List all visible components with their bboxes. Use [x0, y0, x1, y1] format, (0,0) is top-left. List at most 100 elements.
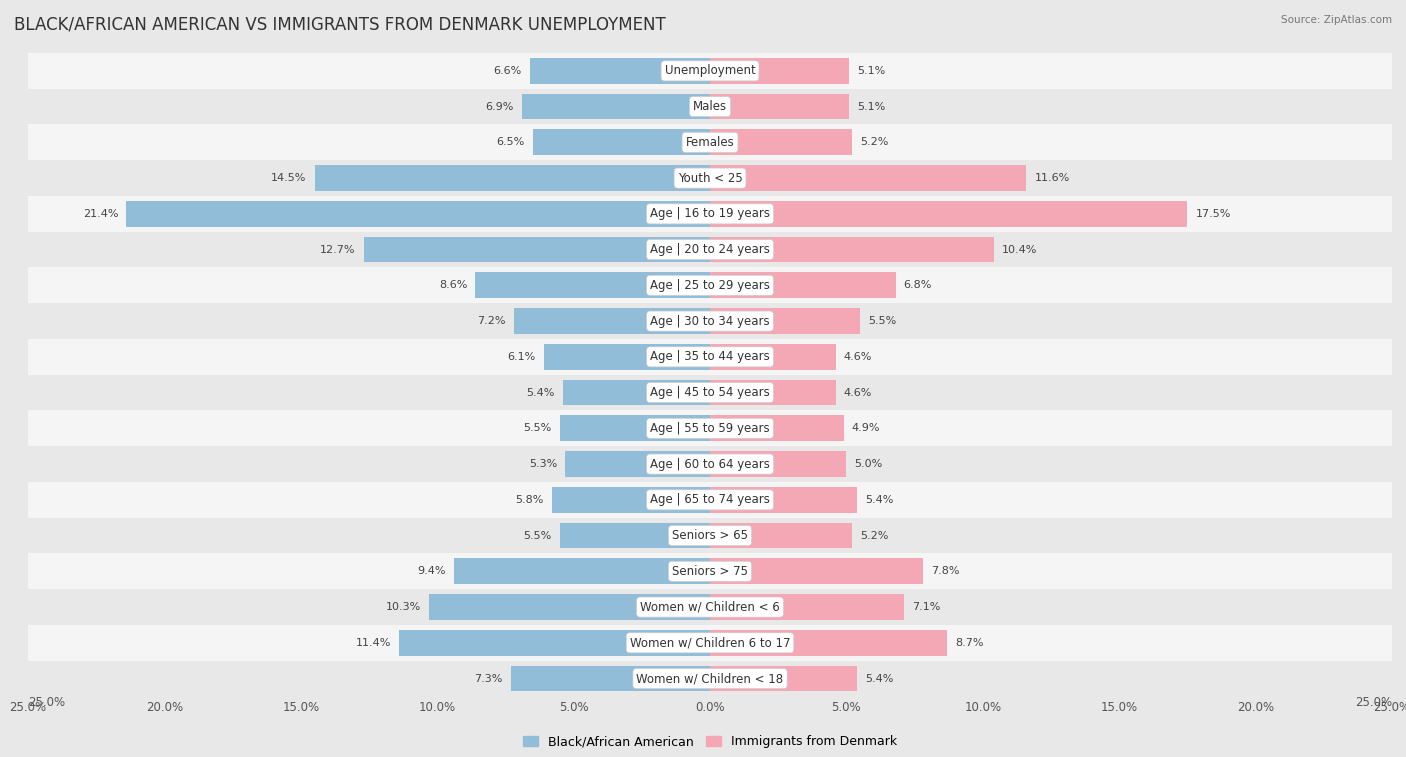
Bar: [28, 518, 1392, 553]
Text: 5.5%: 5.5%: [869, 316, 897, 326]
Bar: [28, 232, 1392, 267]
Bar: [560, 523, 710, 548]
Bar: [710, 344, 835, 369]
Text: 5.2%: 5.2%: [860, 531, 889, 540]
Text: 7.8%: 7.8%: [931, 566, 959, 576]
Text: BLACK/AFRICAN AMERICAN VS IMMIGRANTS FROM DENMARK UNEMPLOYMENT: BLACK/AFRICAN AMERICAN VS IMMIGRANTS FRO…: [14, 15, 666, 33]
Text: 5.5%: 5.5%: [523, 423, 551, 433]
Text: 7.3%: 7.3%: [474, 674, 503, 684]
Text: 25.0%: 25.0%: [28, 696, 65, 709]
Text: 6.1%: 6.1%: [508, 352, 536, 362]
Text: 4.6%: 4.6%: [844, 388, 872, 397]
Text: Age | 60 to 64 years: Age | 60 to 64 years: [650, 457, 770, 471]
Bar: [710, 416, 844, 441]
Bar: [710, 308, 860, 334]
Bar: [530, 58, 710, 84]
Bar: [710, 129, 852, 155]
Bar: [429, 594, 710, 620]
Bar: [28, 89, 1392, 124]
Bar: [710, 665, 858, 691]
Bar: [710, 559, 922, 584]
Text: 4.9%: 4.9%: [852, 423, 880, 433]
Text: Age | 16 to 19 years: Age | 16 to 19 years: [650, 207, 770, 220]
Text: 12.7%: 12.7%: [321, 245, 356, 254]
Bar: [710, 273, 896, 298]
Bar: [28, 124, 1392, 160]
Bar: [127, 201, 710, 227]
Bar: [710, 594, 904, 620]
Bar: [565, 451, 710, 477]
Text: 5.5%: 5.5%: [523, 531, 551, 540]
Bar: [710, 630, 948, 656]
Text: Females: Females: [686, 136, 734, 149]
Text: Age | 25 to 29 years: Age | 25 to 29 years: [650, 279, 770, 292]
Bar: [364, 237, 710, 263]
Bar: [710, 58, 849, 84]
Bar: [510, 665, 710, 691]
Text: Women w/ Children < 6: Women w/ Children < 6: [640, 600, 780, 614]
Text: 5.2%: 5.2%: [860, 137, 889, 148]
Text: 4.6%: 4.6%: [844, 352, 872, 362]
Text: Women w/ Children < 18: Women w/ Children < 18: [637, 672, 783, 685]
Bar: [544, 344, 710, 369]
Bar: [28, 304, 1392, 339]
Bar: [513, 308, 710, 334]
Bar: [28, 482, 1392, 518]
Bar: [28, 375, 1392, 410]
Text: 5.8%: 5.8%: [515, 495, 544, 505]
Text: 11.4%: 11.4%: [356, 638, 391, 648]
Text: 6.8%: 6.8%: [904, 280, 932, 291]
Text: Age | 65 to 74 years: Age | 65 to 74 years: [650, 494, 770, 506]
Bar: [28, 446, 1392, 482]
Text: 7.1%: 7.1%: [912, 602, 941, 612]
Text: 5.4%: 5.4%: [526, 388, 554, 397]
Text: 8.6%: 8.6%: [439, 280, 467, 291]
Bar: [28, 339, 1392, 375]
Bar: [454, 559, 710, 584]
Bar: [710, 94, 849, 120]
Text: 5.1%: 5.1%: [858, 66, 886, 76]
Text: Age | 30 to 34 years: Age | 30 to 34 years: [650, 315, 770, 328]
Bar: [710, 237, 994, 263]
Text: 21.4%: 21.4%: [83, 209, 118, 219]
Bar: [710, 165, 1026, 191]
Bar: [399, 630, 710, 656]
Bar: [710, 451, 846, 477]
Bar: [28, 160, 1392, 196]
Bar: [710, 380, 835, 406]
Text: 11.6%: 11.6%: [1035, 173, 1070, 183]
Bar: [475, 273, 710, 298]
Bar: [551, 487, 710, 512]
Text: 17.5%: 17.5%: [1195, 209, 1230, 219]
Text: 6.5%: 6.5%: [496, 137, 524, 148]
Text: 5.4%: 5.4%: [866, 495, 894, 505]
Text: 10.3%: 10.3%: [385, 602, 420, 612]
Bar: [710, 523, 852, 548]
Bar: [28, 267, 1392, 304]
Text: Unemployment: Unemployment: [665, 64, 755, 77]
Text: Age | 20 to 24 years: Age | 20 to 24 years: [650, 243, 770, 256]
Text: 5.0%: 5.0%: [855, 459, 883, 469]
Bar: [710, 201, 1188, 227]
Text: 6.9%: 6.9%: [485, 101, 513, 111]
Bar: [28, 625, 1392, 661]
Text: 5.1%: 5.1%: [858, 101, 886, 111]
Text: 6.6%: 6.6%: [494, 66, 522, 76]
Legend: Black/African American, Immigrants from Denmark: Black/African American, Immigrants from …: [523, 735, 897, 748]
Text: 25.0%: 25.0%: [1355, 696, 1392, 709]
Bar: [560, 416, 710, 441]
Bar: [533, 129, 710, 155]
Text: Age | 45 to 54 years: Age | 45 to 54 years: [650, 386, 770, 399]
Bar: [522, 94, 710, 120]
Text: Males: Males: [693, 100, 727, 113]
Bar: [28, 589, 1392, 625]
Bar: [562, 380, 710, 406]
Bar: [28, 410, 1392, 446]
Bar: [315, 165, 710, 191]
Text: Source: ZipAtlas.com: Source: ZipAtlas.com: [1281, 15, 1392, 25]
Text: 5.4%: 5.4%: [866, 674, 894, 684]
Bar: [28, 53, 1392, 89]
Text: 14.5%: 14.5%: [271, 173, 307, 183]
Text: Age | 35 to 44 years: Age | 35 to 44 years: [650, 350, 770, 363]
Bar: [28, 196, 1392, 232]
